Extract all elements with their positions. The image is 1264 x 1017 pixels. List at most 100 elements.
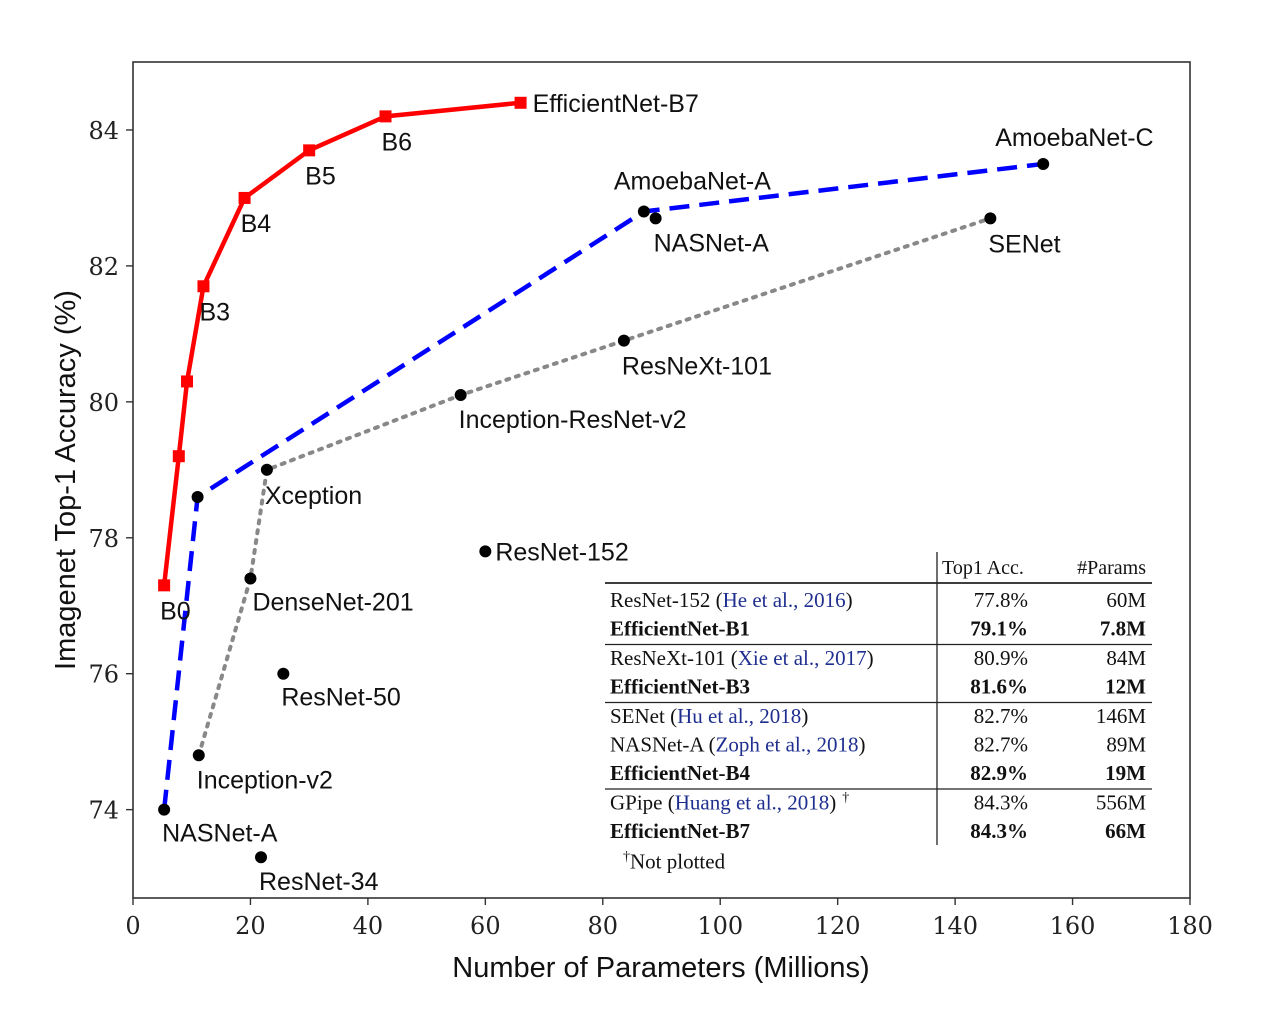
efficientnet-marker <box>238 191 251 204</box>
efficientnet-marker <box>181 375 194 388</box>
table-row-model: NASNet-A (Zoph et al., 2018) <box>610 733 865 757</box>
table-model-name: EfficientNet-B1 <box>610 617 750 641</box>
table-header-params: #Params <box>1077 557 1146 579</box>
point-label: Xception <box>265 482 362 510</box>
model-point-marker <box>244 572 257 585</box>
x-tick-label: 80 <box>588 912 619 940</box>
model-point-marker <box>479 545 492 558</box>
table-row-acc: 81.6% <box>970 675 1028 699</box>
point-label: ResNeXt-101 <box>622 353 772 381</box>
table-cite-paren-close: ) <box>867 646 874 670</box>
table-citation: He et al., 2016 <box>723 588 846 612</box>
table-row-acc: 82.7% <box>974 733 1028 757</box>
table-cite-paren-close: ) <box>801 704 808 728</box>
table-row-acc: 82.9% <box>970 761 1028 785</box>
table-footnote: †Not plotted <box>623 850 726 874</box>
model-point-marker <box>649 212 662 225</box>
model-point-marker <box>454 389 467 402</box>
table-model-name: EfficientNet-B7 <box>610 819 750 843</box>
table-citation: Hu et al., 2018 <box>677 704 801 728</box>
table-cite-paren-open: ( <box>663 791 675 815</box>
table-citation: Xie et al., 2017 <box>738 646 867 670</box>
table-row-acc: 77.8% <box>974 588 1028 612</box>
point-label: DenseNet-201 <box>252 589 413 617</box>
table-row-params: 19M <box>1105 761 1146 785</box>
model-point-marker <box>255 851 268 864</box>
point-label: Inception-ResNet-v2 <box>459 406 687 434</box>
table-cite-paren-close: ) <box>846 588 853 612</box>
table-row-params: 556M <box>1096 791 1147 815</box>
table-row-model: EfficientNet-B7 <box>610 819 750 843</box>
point-label: B3 <box>199 298 230 326</box>
efficientnet-marker <box>197 280 210 293</box>
plot-area <box>132 61 1191 899</box>
axes: 0 20 40 60 80 100 120 140 160 180 74 76 78 80 82 84 <box>88 117 1212 940</box>
table-header-acc: Top1 Acc. <box>942 557 1024 579</box>
table-row-params: 60M <box>1106 588 1146 612</box>
point-label: SENet <box>988 230 1060 258</box>
x-tick-label: 160 <box>1050 912 1096 940</box>
table-footnote-mark: † <box>623 850 630 865</box>
point-label: Inception-v2 <box>197 766 333 794</box>
point-label: NASNet-A <box>162 820 278 848</box>
y-tick-label: 84 <box>88 117 119 145</box>
y-tick-label: 74 <box>88 797 119 825</box>
table-row-model: EfficientNet-B4 <box>610 761 750 785</box>
table-model-name: ResNeXt-101 <box>610 646 725 670</box>
table-row-model: SENet (Hu et al., 2018) <box>610 704 808 728</box>
table-row-acc: 82.7% <box>974 704 1028 728</box>
point-label: B0 <box>160 597 191 625</box>
y-axis-label: Imagenet Top-1 Accuracy (%) <box>50 290 82 670</box>
y-tick-label: 76 <box>88 661 119 689</box>
table-row-model: GPipe (Huang et al., 2018) † <box>610 791 849 815</box>
point-label: ResNet-152 <box>495 538 628 566</box>
point-label: EfficientNet-B7 <box>533 90 699 118</box>
table-row-params: 12M <box>1105 675 1146 699</box>
x-tick-label: 120 <box>815 912 861 940</box>
efficientnet-marker <box>172 450 185 463</box>
table-model-name: EfficientNet-B4 <box>610 761 750 785</box>
table-row-acc: 79.1% <box>970 617 1028 641</box>
series-lines <box>161 100 1044 810</box>
table-citation: Huang et al., 2018 <box>675 791 830 815</box>
table-row-params: 7.8M <box>1100 617 1146 641</box>
x-tick-label: 20 <box>235 912 266 940</box>
table-row-params: 89M <box>1106 733 1146 757</box>
table-footnote-text: Not plotted <box>630 850 726 874</box>
table-row-params: 66M <box>1105 819 1146 843</box>
table-cite-paren-open: ( <box>703 733 715 757</box>
table-model-name: EfficientNet-B3 <box>610 675 750 699</box>
x-tick-label: 140 <box>932 912 978 940</box>
table-row-model: EfficientNet-B1 <box>610 617 750 641</box>
table-model-name: ResNet-152 <box>610 588 710 612</box>
model-point-marker <box>1037 157 1050 170</box>
table-row-acc: 84.3% <box>970 819 1028 843</box>
point-label: NASNet-A <box>654 229 770 257</box>
point-label: AmoebaNet-A <box>614 168 771 196</box>
table-row-model: ResNeXt-101 (Xie et al., 2017) <box>610 646 874 670</box>
series-line-gray-dotted <box>196 216 993 758</box>
model-point-marker <box>617 334 630 347</box>
model-point-marker <box>192 749 205 762</box>
efficientnet-marker <box>379 110 392 123</box>
x-tick-label: 40 <box>353 912 384 940</box>
series-line-blue-dashed <box>161 161 1044 810</box>
efficientnet-marker <box>514 96 527 109</box>
table-citation: Zoph et al., 2018 <box>716 733 859 757</box>
model-point-marker <box>260 463 273 476</box>
table-row-params: 146M <box>1096 704 1147 728</box>
table-row-model: ResNet-152 (He et al., 2016) <box>610 588 853 612</box>
series-line-red-solid-squares <box>161 100 521 586</box>
table-cite-paren-close: ) <box>858 733 865 757</box>
point-label: AmoebaNet-C <box>995 124 1153 152</box>
point-label: B6 <box>382 128 413 156</box>
x-tick-label: 60 <box>470 912 501 940</box>
efficientnet-marker <box>303 144 316 157</box>
series-markers <box>158 96 1050 864</box>
table-row-model: EfficientNet-B3 <box>610 675 750 699</box>
table-dagger: † <box>842 791 849 806</box>
table-cite-paren-close: ) <box>829 791 836 815</box>
efficientnet-marker <box>158 579 171 592</box>
